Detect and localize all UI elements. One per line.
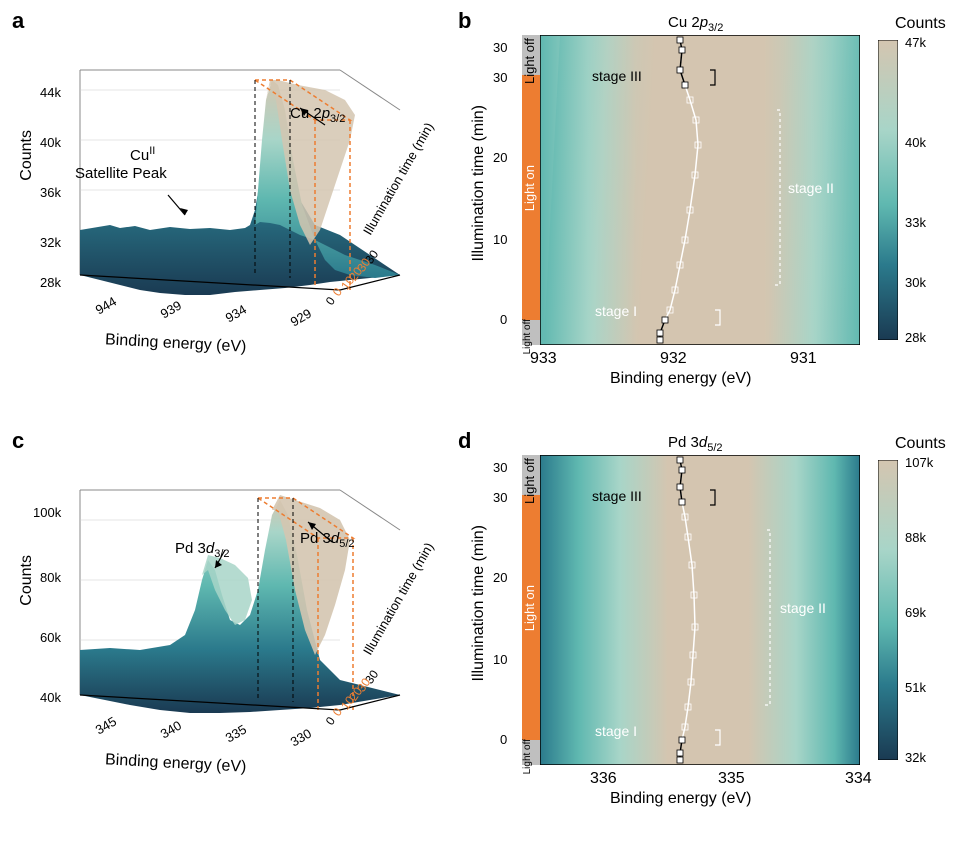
panel-c-zlabel: Counts	[18, 555, 36, 606]
panel-b-cbtick-3: 30k	[905, 275, 926, 290]
panel-d-cbtick-4: 32k	[905, 750, 926, 765]
panel-b-stage2: stage II	[788, 180, 834, 196]
panel-c-ztick-3: 40k	[40, 690, 61, 705]
panel-b-stage3: stage III	[592, 68, 642, 84]
panel-b-ytick-2: 20	[493, 150, 507, 165]
panel-d-cbtick-0: 107k	[905, 455, 933, 470]
panel-b-xtick-0: 933	[530, 350, 557, 368]
panel-b-cblabel: Counts	[895, 15, 946, 33]
panel-d-label: d	[458, 428, 471, 454]
panel-d-cblabel: Counts	[895, 435, 946, 453]
panel-d-cbtick-3: 51k	[905, 680, 926, 695]
panel-a-ztick-1: 40k	[40, 135, 61, 150]
panel-d-xtick-2: 334	[845, 770, 872, 788]
panel-c-annot-pd32: Pd 3d3/2	[175, 540, 230, 560]
panel-d-stage2: stage II	[780, 600, 826, 616]
panel-d-ytick-4: 30	[493, 460, 507, 475]
panel-c-ztick-0: 100k	[33, 505, 61, 520]
panel-b-cbtick-4: 28k	[905, 330, 926, 345]
panel-d-lighttext-on: Light on	[522, 585, 537, 631]
panel-a-annot-sat: Satellite Peak	[75, 165, 167, 182]
panel-c-label: c	[12, 428, 24, 454]
panel-b-ylabel: Illumination time (min)	[470, 105, 488, 261]
panel-b-cbtick-2: 33k	[905, 215, 926, 230]
panel-b-ytick-3: 30	[493, 70, 507, 85]
panel-a-ztick-0: 44k	[40, 85, 61, 100]
panel-d-ytick-0: 0	[500, 732, 507, 747]
panel-a-ztick-3: 32k	[40, 235, 61, 250]
panel-d-ytick-1: 10	[493, 652, 507, 667]
panel-d-stage3: stage III	[592, 488, 642, 504]
panel-b-cbtick-0: 47k	[905, 35, 926, 50]
panel-b-xtick-1: 932	[660, 350, 687, 368]
panel-b-title: Cu 2p3/2	[668, 14, 723, 34]
panel-d-lighttext-off-bot: Light off	[522, 739, 533, 774]
panel-d-title: Pd 3d5/2	[668, 434, 723, 454]
panel-d-stage1: stage I	[595, 723, 637, 739]
panel-b-lighttext-off-top: Light off	[522, 38, 537, 84]
panel-d-cbtick-2: 69k	[905, 605, 926, 620]
panel-d-xlabel: Binding energy (eV)	[610, 790, 751, 808]
panel-b-lighttext-on: Light on	[522, 165, 537, 211]
panel-b-ytick-0: 0	[500, 312, 507, 327]
panel-a-ztick-4: 28k	[40, 275, 61, 290]
panel-a-zlabel: Counts	[18, 130, 36, 181]
panel-b-ytick-4: 30	[493, 40, 507, 55]
panel-b-xtick-2: 931	[790, 350, 817, 368]
panel-b-colorbar	[878, 40, 898, 340]
panel-d-lighttext-off-top: Light off	[522, 458, 537, 504]
panel-b-stage1: stage I	[595, 303, 637, 319]
panel-b-ytick-1: 10	[493, 232, 507, 247]
panel-d-ytick-2: 20	[493, 570, 507, 585]
panel-d-xtick-1: 335	[718, 770, 745, 788]
panel-d-xtick-0: 336	[590, 770, 617, 788]
panel-b-label: b	[458, 8, 471, 34]
panel-a-label: a	[12, 8, 24, 34]
panel-a-annot-cu2p: Cu 2p3/2	[290, 105, 345, 125]
panel-d-colorbar	[878, 460, 898, 760]
panel-a-annot-cu2: CuII	[130, 145, 155, 164]
panel-b-xlabel: Binding energy (eV)	[610, 370, 751, 388]
panel-b-cbtick-1: 40k	[905, 135, 926, 150]
panel-d-cbtick-1: 88k	[905, 530, 926, 545]
panel-a-ztick-2: 36k	[40, 185, 61, 200]
panel-d-ylabel: Illumination time (min)	[470, 525, 488, 681]
panel-c-ztick-1: 80k	[40, 570, 61, 585]
panel-c-ztick-2: 60k	[40, 630, 61, 645]
panel-c-annot-pd52: Pd 3d5/2	[300, 530, 355, 550]
panel-d-ytick-3: 30	[493, 490, 507, 505]
